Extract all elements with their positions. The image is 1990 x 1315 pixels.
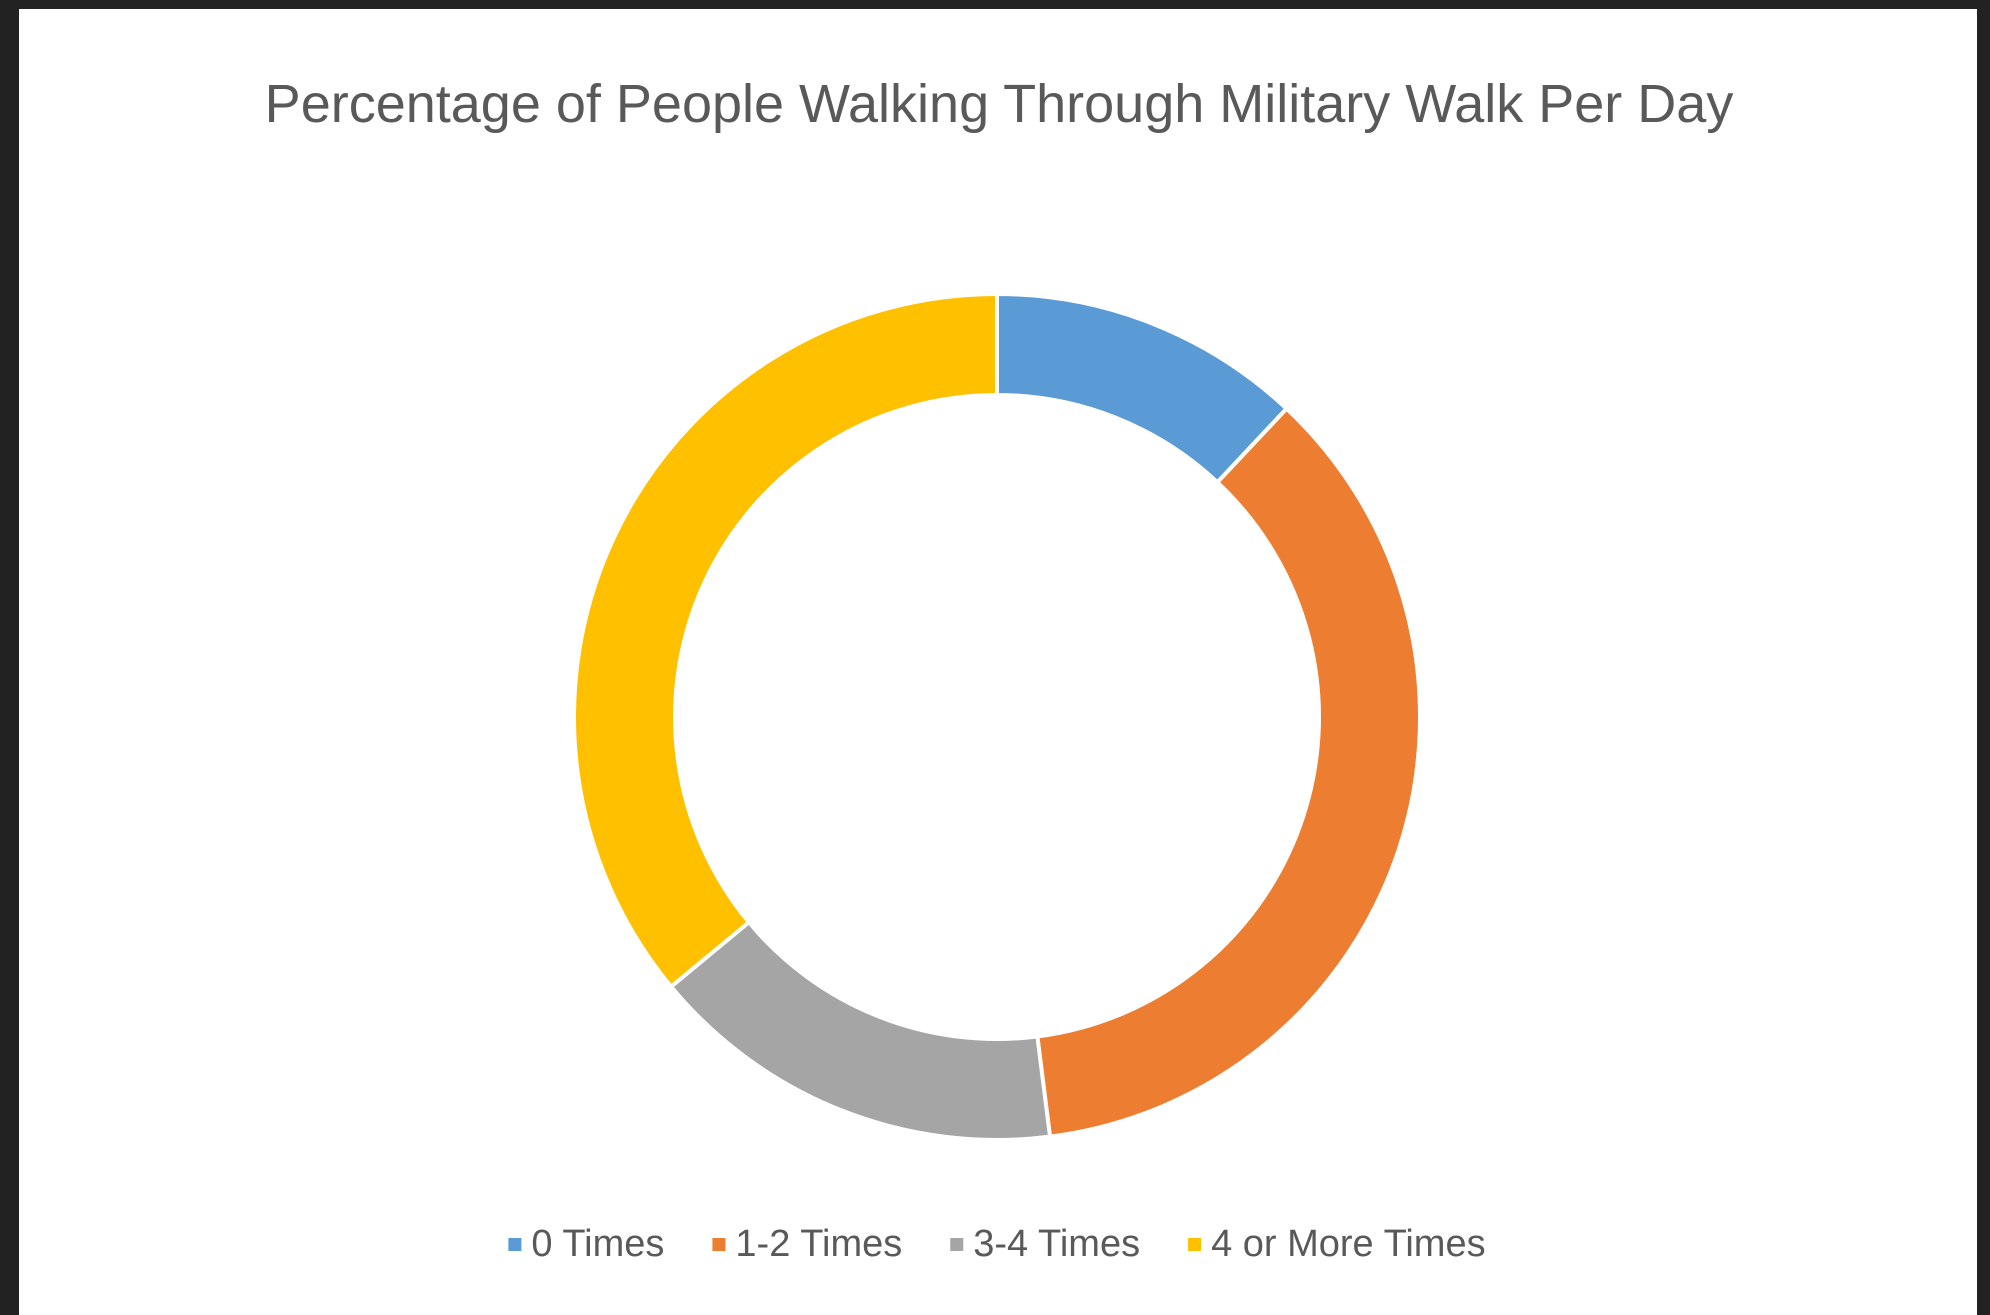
legend-swatch xyxy=(712,1238,726,1251)
donut-segment xyxy=(572,291,999,990)
legend-label: 0 Times xyxy=(531,1223,664,1265)
legend-swatch xyxy=(950,1238,964,1251)
legend-label: 4 or More Times xyxy=(1211,1223,1486,1265)
donut-segment xyxy=(1035,405,1422,1139)
donut-segment xyxy=(668,919,1053,1142)
legend-label: 1-2 Times xyxy=(735,1223,902,1265)
chart-title: Percentage of People Walking Through Mil… xyxy=(264,74,1734,134)
legend-swatch xyxy=(508,1238,522,1251)
legend-label: 3-4 Times xyxy=(973,1223,1140,1265)
legend-swatch xyxy=(1188,1238,1202,1251)
